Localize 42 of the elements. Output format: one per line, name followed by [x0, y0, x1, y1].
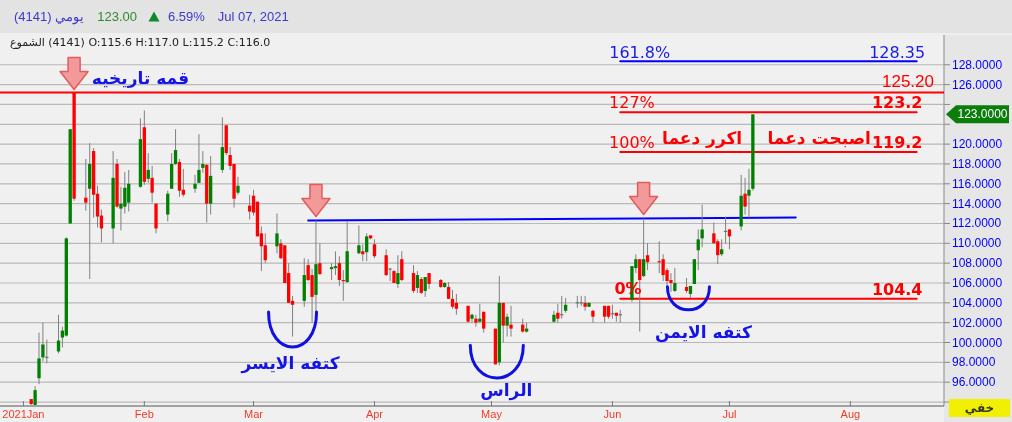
x-tick-label: Apr	[365, 408, 384, 420]
text: 123.00	[97, 8, 137, 24]
annotation: الراس	[480, 380, 533, 402]
x-tick-label: 2021Jan	[2, 408, 45, 420]
y-tick-label: 100.0000	[952, 335, 1003, 350]
y-tick-label: 128.0000	[952, 57, 1003, 72]
y-tick-label: 108.0000	[952, 256, 1003, 271]
y-tick-label: 110.0000	[952, 236, 1002, 251]
annotation: 119.2	[871, 133, 923, 153]
annotation: اكرر دعما	[662, 128, 743, 150]
y-tick-label: 102.0000	[952, 315, 1003, 330]
x-tick-label: Aug	[840, 408, 861, 420]
x-tick-label: Jul	[722, 408, 737, 420]
button: خفي	[949, 399, 1010, 417]
annotation: 104.4	[871, 279, 923, 299]
x-tick-label: Feb	[134, 408, 154, 420]
x-tick-label: Jun	[603, 408, 622, 420]
annotation: قمه تاريخيه	[91, 67, 190, 88]
text: Jul 07, 2021	[217, 8, 289, 24]
annotation: 161.8%	[609, 43, 671, 63]
annotation: 100%	[609, 133, 655, 153]
y-tick-label: 98.0000	[952, 355, 996, 370]
text: 6.59%	[167, 8, 205, 24]
annotation: اصبحت دعما	[767, 128, 871, 149]
annotation: 123.2	[871, 93, 923, 113]
y-tick-label: 104.0000	[952, 295, 1003, 310]
annotation: 128.35	[869, 43, 926, 63]
y-tick-label: 96.0000	[952, 375, 996, 390]
x-tick-label: May	[481, 408, 503, 420]
x-tick-label: Mar	[244, 408, 264, 420]
y-tick-label: 114.0000	[952, 196, 1002, 211]
ref-line-label: 125.20	[882, 71, 934, 91]
annotation: كتفه الايسر	[240, 352, 340, 374]
y-tick-label: 120.0000	[952, 137, 1003, 152]
y-tick-label: 116.0000	[952, 176, 1002, 191]
y-tick-label: 112.0000	[952, 216, 1002, 231]
y-tick-label: 126.0000	[952, 77, 1003, 92]
price-tag: 123.0000	[946, 105, 1009, 124]
annotation: كتفه الايمن	[655, 321, 752, 343]
annotation: 127%	[609, 93, 655, 113]
y-tick-label: 118.0000	[952, 156, 1002, 171]
y-tick-label: 106.0000	[952, 275, 1003, 290]
